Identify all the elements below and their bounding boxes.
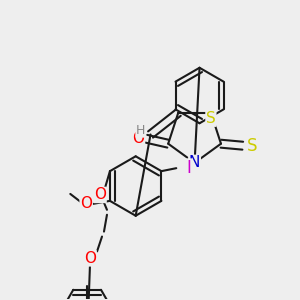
Text: N: N [189, 155, 200, 170]
Text: H: H [136, 124, 145, 137]
Text: I: I [187, 159, 192, 177]
Text: O: O [133, 131, 145, 146]
Text: S: S [206, 111, 216, 126]
Text: O: O [94, 188, 106, 202]
Text: O: O [84, 251, 96, 266]
Text: S: S [246, 137, 257, 155]
Text: O: O [80, 196, 92, 211]
